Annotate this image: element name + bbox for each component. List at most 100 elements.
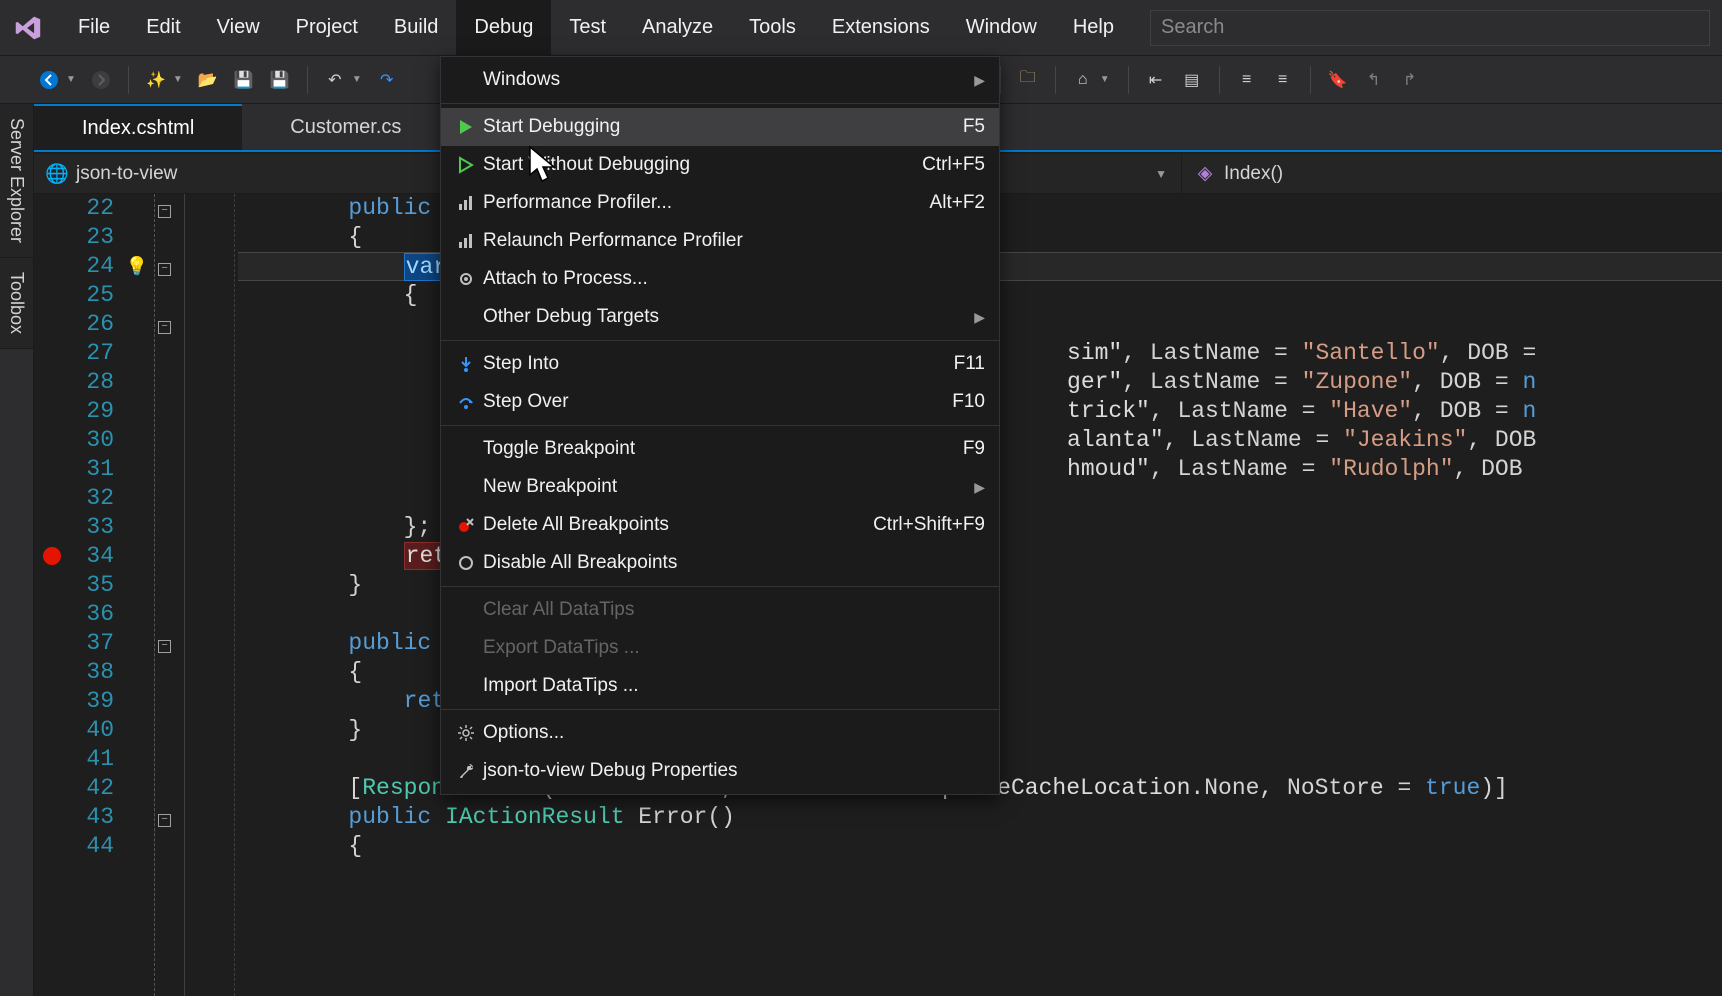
disable-bp-icon [449,554,483,572]
title-bar: FileEditViewProjectBuildDebugTestAnalyze… [0,0,1722,56]
menu-item-label: Relaunch Performance Profiler [483,230,985,252]
line-number: 23 [70,223,114,252]
step-into-icon [449,355,483,373]
lightbulb-icon[interactable]: 💡 [120,256,154,278]
line-number: 39 [70,687,114,716]
line-number: 25 [70,281,114,310]
line-number: 38 [70,658,114,687]
line-number: 41 [70,745,114,774]
menu-item-label: Delete All Breakpoints [483,514,873,536]
align-icon[interactable]: ⇤ [1141,65,1171,95]
menu-item-performance-profiler[interactable]: Performance Profiler...Alt+F2 [441,184,999,222]
menu-item-shortcut: Ctrl+F5 [922,154,985,176]
format-icon[interactable]: ▤ [1177,65,1207,95]
chevron-down-icon: ▼ [1155,167,1167,181]
menu-edit[interactable]: Edit [128,0,198,56]
menu-item-json-to-view-debug-properties[interactable]: json-to-view Debug Properties [441,752,999,790]
menu-item-import-datatips[interactable]: Import DataTips ... [441,667,999,705]
menu-item-toggle-breakpoint[interactable]: Toggle BreakpointF9 [441,430,999,468]
menu-separator [441,340,999,341]
menu-item-start-debugging[interactable]: Start DebuggingF5 [441,108,999,146]
menu-item-clear-all-datatips: Clear All DataTips [441,591,999,629]
menu-item-new-breakpoint[interactable]: New Breakpoint▶ [441,468,999,506]
chevron-down-icon[interactable]: ▼ [352,74,362,85]
fold-toggle-icon[interactable]: − [158,321,171,334]
menu-debug[interactable]: Debug [456,0,551,56]
line-number: 24 [70,252,114,281]
menu-window[interactable]: Window [948,0,1055,56]
menu-item-start-without-debugging[interactable]: Start Without DebuggingCtrl+F5 [441,146,999,184]
menu-help[interactable]: Help [1055,0,1132,56]
play-outline-icon [449,156,483,174]
menu-separator [441,425,999,426]
menu-item-label: Start Without Debugging [483,154,922,176]
menu-project[interactable]: Project [278,0,376,56]
menu-tools[interactable]: Tools [731,0,814,56]
wrench-icon [449,762,483,780]
chevron-down-icon[interactable]: ▼ [66,74,76,85]
prev-bookmark-icon[interactable]: ↰ [1359,65,1389,95]
folder-icon[interactable]: 🗀 [1013,65,1043,95]
menu-item-label: Options... [483,722,985,744]
menu-item-label: Attach to Process... [483,268,985,290]
menu-item-step-into[interactable]: Step IntoF11 [441,345,999,383]
doc-tab[interactable]: Index.cshtml [34,104,242,150]
menu-extensions[interactable]: Extensions [814,0,948,56]
code-line[interactable]: public IActionResult Error() [238,803,1722,832]
menu-item-disable-all-breakpoints[interactable]: Disable All Breakpoints [441,544,999,582]
search-input[interactable]: Search [1150,10,1710,46]
rail-toolbox[interactable]: Toolbox [0,258,33,349]
rail-server-explorer[interactable]: Server Explorer [0,104,33,258]
fold-toggle-icon[interactable]: − [158,205,171,218]
menu-file[interactable]: File [60,0,128,56]
bookmark-icon[interactable]: 🔖 [1323,65,1353,95]
menu-item-windows[interactable]: Windows▶ [441,61,999,99]
chevron-down-icon[interactable]: ▼ [173,74,183,85]
menu-test[interactable]: Test [551,0,624,56]
menu-item-label: Step Over [483,391,952,413]
debug-menu-dropdown: Windows▶Start DebuggingF5Start Without D… [440,56,1000,795]
nav-method-label: Index() [1224,163,1283,185]
chevron-down-icon[interactable]: ▼ [1100,74,1110,85]
save-icon[interactable]: 💾 [229,65,259,95]
menu-item-relaunch-performance-profiler[interactable]: Relaunch Performance Profiler [441,222,999,260]
menu-item-step-over[interactable]: Step OverF10 [441,383,999,421]
menu-item-label: Other Debug Targets [483,306,974,328]
menu-build[interactable]: Build [376,0,456,56]
undo-icon[interactable]: ↶ [320,65,350,95]
fold-toggle-icon[interactable]: − [158,814,171,827]
open-icon[interactable]: 📂 [193,65,223,95]
outdent-icon[interactable]: ≡ [1268,65,1298,95]
menu-item-label: Import DataTips ... [483,675,985,697]
browser-icon[interactable]: ⌂ [1068,65,1098,95]
menu-item-delete-all-breakpoints[interactable]: Delete All BreakpointsCtrl+Shift+F9 [441,506,999,544]
perf-icon [449,232,483,250]
redo-icon[interactable]: ↷ [372,65,402,95]
menu-item-options[interactable]: Options... [441,714,999,752]
new-item-icon[interactable]: ✨ [141,65,171,95]
line-number: 31 [70,455,114,484]
menu-item-shortcut: Ctrl+Shift+F9 [873,514,985,536]
menu-view[interactable]: View [199,0,278,56]
menu-item-attach-to-process[interactable]: Attach to Process... [441,260,999,298]
nav-method[interactable]: ◈ Index() [1182,154,1722,193]
line-number: 36 [70,600,114,629]
next-bookmark-icon[interactable]: ↱ [1395,65,1425,95]
doc-tab[interactable]: Customer.cs [242,104,449,150]
indent-icon[interactable]: ≡ [1232,65,1262,95]
menu-item-other-debug-targets[interactable]: Other Debug Targets▶ [441,298,999,336]
menu-separator [441,709,999,710]
nav-back-icon[interactable] [34,65,64,95]
play-green-icon [449,118,483,136]
code-line[interactable]: { [238,832,1722,861]
line-number: 32 [70,484,114,513]
fold-toggle-icon[interactable]: − [158,640,171,653]
line-number: 28 [70,368,114,397]
save-all-icon[interactable]: 💾 [265,65,295,95]
fold-toggle-icon[interactable]: − [158,263,171,276]
menu-analyze[interactable]: Analyze [624,0,731,56]
menu-item-label: New Breakpoint [483,476,974,498]
breakpoint-icon[interactable] [43,547,61,565]
line-number: 33 [70,513,114,542]
line-number: 30 [70,426,114,455]
